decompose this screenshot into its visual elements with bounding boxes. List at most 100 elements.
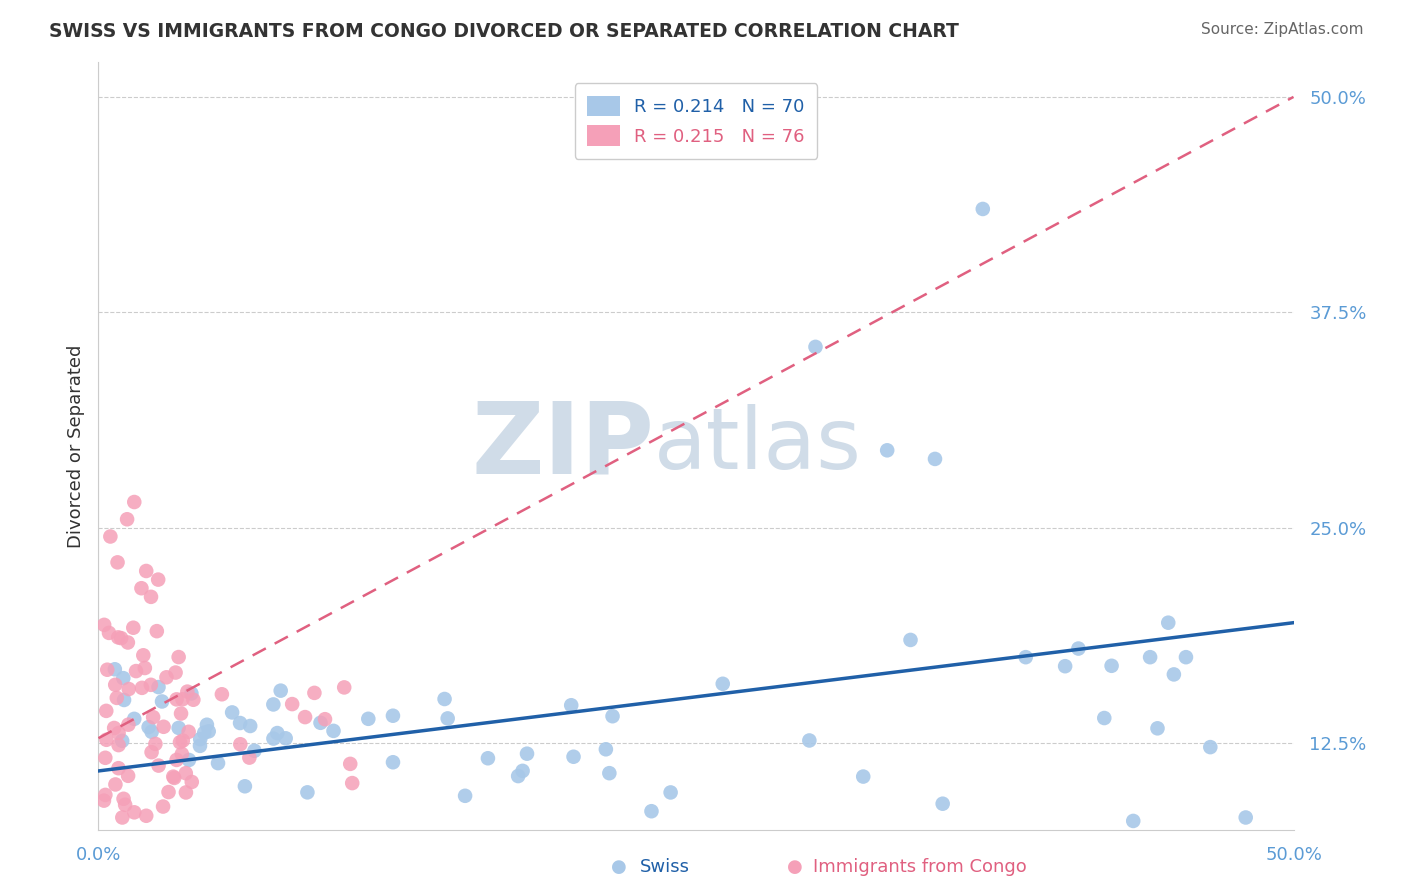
Point: [1101, 658, 1123, 673]
Point: [142, 710, 165, 724]
Point: [107, 631, 129, 645]
Point: [433, 692, 456, 706]
Point: [262, 731, 284, 746]
Point: [148, 573, 170, 587]
Point: [183, 692, 205, 706]
Point: [304, 686, 326, 700]
Point: [122, 621, 145, 635]
Point: [104, 777, 127, 791]
Point: [131, 581, 153, 595]
Point: [166, 753, 188, 767]
Point: [112, 792, 135, 806]
Point: [174, 785, 197, 799]
Point: [972, 202, 994, 216]
Point: [1175, 650, 1198, 665]
Point: [111, 734, 134, 748]
Point: [900, 632, 922, 647]
Point: [124, 495, 146, 509]
Point: [122, 712, 145, 726]
Point: [96, 663, 118, 677]
Point: [381, 708, 404, 723]
Point: [931, 797, 953, 811]
Point: [266, 726, 288, 740]
Point: [188, 732, 211, 747]
Point: [167, 721, 190, 735]
Point: [155, 670, 177, 684]
Point: [162, 770, 184, 784]
Text: ZIP: ZIP: [471, 398, 654, 494]
Point: [221, 706, 243, 720]
Text: ●: ●: [610, 858, 627, 876]
Point: [93, 618, 115, 632]
Point: [169, 735, 191, 749]
Point: [157, 785, 180, 799]
Point: [148, 758, 170, 772]
Point: [145, 737, 167, 751]
Point: [96, 704, 118, 718]
Point: [193, 726, 215, 740]
Point: [602, 709, 624, 723]
Point: [138, 720, 160, 734]
Point: [134, 661, 156, 675]
Y-axis label: Divorced or Separated: Divorced or Separated: [66, 344, 84, 548]
Point: [165, 665, 187, 680]
Point: [172, 692, 194, 706]
Point: [107, 761, 129, 775]
Point: [117, 717, 139, 731]
Point: [141, 724, 163, 739]
Point: [516, 747, 538, 761]
Point: [177, 724, 200, 739]
Point: [94, 751, 117, 765]
Point: [640, 804, 662, 818]
Point: [659, 785, 682, 799]
Point: [131, 681, 153, 695]
Point: [229, 716, 252, 731]
Point: [170, 747, 193, 761]
Point: [508, 769, 530, 783]
Point: [477, 751, 499, 765]
Point: [98, 529, 122, 543]
Point: [876, 443, 898, 458]
Point: [146, 624, 169, 639]
Point: [314, 712, 336, 726]
Point: [270, 683, 292, 698]
Point: [96, 732, 118, 747]
Point: [117, 769, 139, 783]
Point: [262, 698, 284, 712]
Point: [197, 724, 219, 739]
Legend: R = 0.214   N = 70, R = 0.215   N = 76: R = 0.214 N = 70, R = 0.215 N = 76: [575, 83, 817, 159]
Point: [107, 738, 129, 752]
Point: [357, 712, 380, 726]
Point: [1157, 615, 1180, 630]
Point: [98, 626, 121, 640]
Point: [170, 706, 193, 721]
Point: [229, 737, 252, 751]
Point: [180, 775, 202, 789]
Point: [167, 650, 190, 665]
Point: [598, 766, 620, 780]
Point: [135, 564, 157, 578]
Point: [436, 711, 458, 725]
Point: [1163, 667, 1185, 681]
Point: [114, 797, 136, 812]
Point: [125, 664, 148, 678]
Point: [339, 756, 361, 771]
Point: [135, 809, 157, 823]
Point: [211, 687, 233, 701]
Point: [176, 684, 198, 698]
Point: [105, 690, 128, 705]
Point: [195, 717, 218, 731]
Point: [322, 723, 344, 738]
Text: Immigrants from Congo: Immigrants from Congo: [813, 858, 1026, 876]
Point: [163, 771, 186, 785]
Point: [1139, 650, 1161, 665]
Point: [107, 555, 129, 569]
Text: Source: ZipAtlas.com: Source: ZipAtlas.com: [1201, 22, 1364, 37]
Point: [150, 694, 173, 708]
Point: [177, 753, 200, 767]
Point: [103, 721, 125, 735]
Point: [188, 739, 211, 753]
Point: [172, 733, 194, 747]
Point: [595, 742, 617, 756]
Point: [124, 805, 146, 820]
